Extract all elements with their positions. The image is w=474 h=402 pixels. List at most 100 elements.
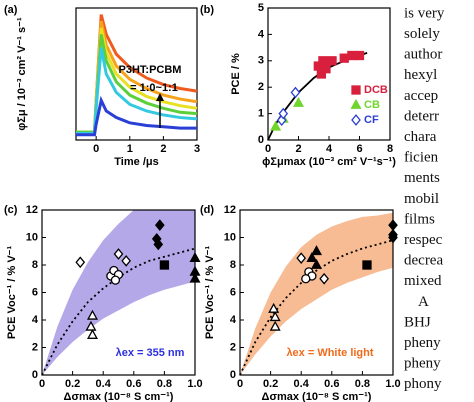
body-line: ments <box>404 170 440 186</box>
body-line: ficien <box>404 150 439 166</box>
y-tick-label: 2 <box>258 81 264 93</box>
x-tick-label: 0 <box>237 378 243 390</box>
x-tick-label: 0.6 <box>324 378 339 390</box>
body-line: solely <box>404 26 440 42</box>
body-line: phony <box>404 376 442 392</box>
x-tick-label: 0 <box>39 378 45 390</box>
marker <box>347 50 357 61</box>
x-axis-label: Δσmax (10⁻⁸ S cm⁻¹) <box>64 391 174 402</box>
body-line: mobil <box>404 191 439 207</box>
marker <box>75 256 86 269</box>
marker <box>121 255 131 267</box>
annotation: = 1:0~1:1 <box>130 82 178 94</box>
x-tick-label: 0.4 <box>294 378 310 390</box>
x-tick-label: 0 <box>265 143 271 155</box>
marker <box>296 252 307 264</box>
plot-frame <box>75 7 198 141</box>
marker <box>311 245 322 256</box>
x-tick-label: 0 <box>93 143 99 155</box>
y-tick-label: 3 <box>258 55 264 67</box>
body-line: author <box>404 47 442 63</box>
legend-label: CF <box>364 114 379 126</box>
legend-label: DCB <box>364 84 388 96</box>
y-tick-label: 6 <box>32 286 38 298</box>
marker <box>159 260 170 270</box>
marker <box>189 272 201 283</box>
marker <box>311 258 322 269</box>
panel-label: (a) <box>4 4 18 16</box>
y-tick-label: 0 <box>258 134 264 146</box>
fit-line <box>239 239 394 376</box>
marker <box>153 238 164 251</box>
y-tick-label: 4 <box>32 314 39 326</box>
panel: (c) 0 0.2 0.4 0.6 0.8 1.0 0 2 4 6 8 10 12 Δσmax (10⁻⁸ … <box>4 204 203 402</box>
marker <box>351 114 361 126</box>
band <box>42 210 195 375</box>
marker <box>269 311 281 322</box>
y-tick-label: 6 <box>230 286 236 298</box>
panel-label: (d) <box>200 204 214 216</box>
body-line: films <box>404 211 435 227</box>
y-tick-label: 4 <box>258 28 265 40</box>
body-line: is very <box>404 5 445 21</box>
body-line: BHJ <box>404 314 431 330</box>
marker <box>351 85 361 95</box>
marker <box>318 56 328 66</box>
y-tick-label: 1 <box>258 108 264 120</box>
x-axis-label: Δσmax (10⁻⁸ S cm⁻¹) <box>262 391 372 402</box>
marker <box>306 251 318 262</box>
data-line <box>76 95 197 137</box>
annotation: P3HT:PCBM <box>119 64 182 76</box>
y-tick-label: 10 <box>224 231 236 243</box>
x-tick-label: 1.0 <box>187 378 202 390</box>
body-line: A <box>418 294 429 310</box>
marker <box>321 64 331 74</box>
y-tick-label: 4 <box>230 314 237 326</box>
marker <box>362 260 372 270</box>
y-tick-label: 0 <box>32 369 38 381</box>
marker <box>327 56 337 66</box>
x-tick-label: 0.2 <box>263 378 278 390</box>
x-tick-label: 2 <box>160 143 166 155</box>
marker <box>269 320 281 331</box>
x-tick-label: 0.6 <box>126 378 141 390</box>
marker <box>293 96 304 107</box>
data-line <box>76 47 198 135</box>
y-tick-label: 2 <box>32 341 38 353</box>
y-axis-label: PCE / % <box>230 53 242 95</box>
band <box>240 212 393 375</box>
body-line: pheny <box>404 356 441 372</box>
marker <box>270 120 282 131</box>
x-tick-label: 1.0 <box>385 378 400 390</box>
x-tick-label: 8 <box>387 143 393 155</box>
marker <box>110 275 121 285</box>
marker <box>189 251 201 262</box>
x-axis-label: Time /μs <box>114 156 158 168</box>
panel-label: (c) <box>4 204 18 216</box>
body-line: accep <box>404 88 438 104</box>
y-axis-label: PCE Voc⁻¹ / % V⁻¹ <box>6 246 18 340</box>
marker <box>86 309 98 320</box>
marker <box>350 98 362 109</box>
y-axis-label: φΣμ / 10⁻³ cm² V⁻¹ s⁻¹ <box>16 17 28 131</box>
x-tick-label: 2 <box>295 143 301 155</box>
marker <box>301 274 311 284</box>
body-line: respec <box>404 232 443 248</box>
annotation: λex = 355 nm <box>116 347 185 359</box>
body-line: hexyl <box>404 67 437 83</box>
x-tick-label: 6 <box>356 143 362 155</box>
x-tick-label: 4 <box>326 143 333 155</box>
marker <box>86 328 98 339</box>
y-tick-label: 10 <box>26 231 38 243</box>
arrow-head <box>156 93 164 101</box>
y-tick-label: 0 <box>230 369 236 381</box>
panel: (d) 0 0.2 0.4 0.6 0.8 1.0 0 2 4 6 8 10 12 Δσmax (10⁻⁸ … <box>200 204 401 402</box>
panel: (a) 0 1 2 3 Time /μs φΣμ / 10⁻³ cm² V⁻¹ s⁻¹ P3H… <box>4 4 200 168</box>
body-line: pheny <box>404 335 441 351</box>
marker <box>113 248 124 260</box>
x-tick-label: 0.8 <box>355 378 370 390</box>
marker <box>154 219 165 231</box>
y-tick-label: 2 <box>230 341 236 353</box>
y-tick-label: 12 <box>26 204 38 216</box>
